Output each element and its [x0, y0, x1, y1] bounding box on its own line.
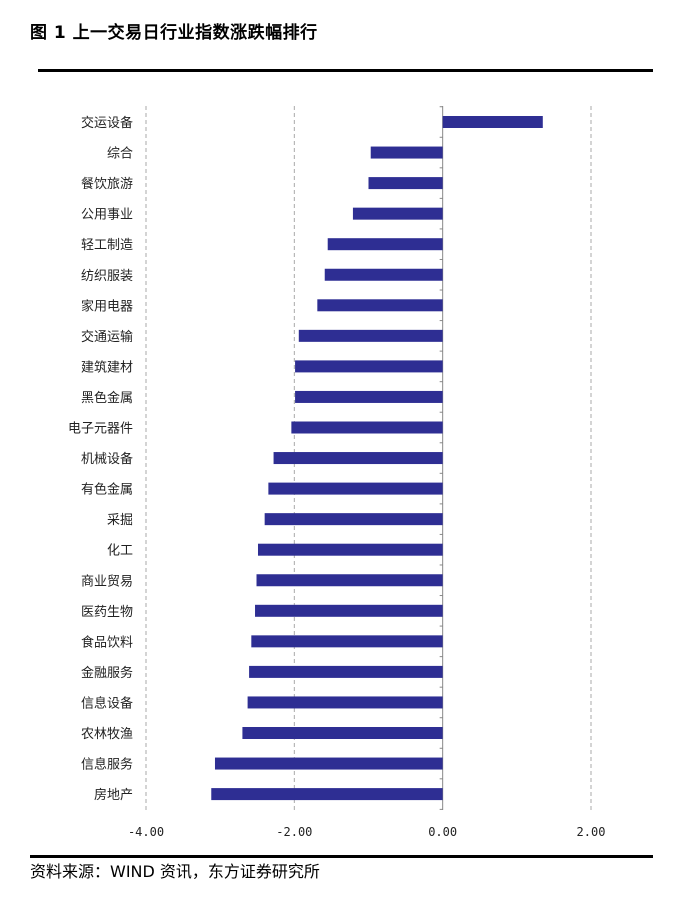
category-label: 建筑建材 — [81, 359, 133, 375]
bar — [247, 696, 443, 709]
category-label: 电子元器件 — [68, 422, 133, 437]
category-label: 家用电器 — [81, 298, 133, 314]
category-labels: 交运设备综合餐饮旅游公用事业轻工制造纺织服装家用电器交通运输建筑建材黑色金属电子… — [68, 115, 133, 803]
x-tick-label: 0.00 — [428, 825, 457, 839]
bar — [268, 482, 443, 495]
category-label: 化工 — [107, 544, 133, 559]
bar — [442, 116, 543, 128]
category-label: 信息设备 — [81, 695, 133, 711]
bar — [249, 665, 443, 678]
category-label: 黑色金属 — [81, 390, 133, 406]
category-label: 金融服务 — [81, 665, 133, 681]
category-label: 机械设备 — [81, 451, 133, 467]
category-label: 交运设备 — [81, 115, 133, 131]
bar — [324, 268, 443, 281]
category-label: 农林牧渔 — [81, 727, 133, 742]
bar — [368, 177, 443, 190]
bar — [257, 543, 443, 556]
bar — [242, 727, 443, 739]
bar — [251, 635, 443, 648]
category-label: 食品饮料 — [81, 634, 133, 650]
category-label: 餐饮旅游 — [81, 176, 133, 192]
category-label: 商业贸易 — [81, 574, 133, 589]
bar — [264, 513, 443, 526]
x-tick-label: -4.00 — [128, 825, 164, 839]
bars — [211, 116, 543, 801]
category-label: 交通运输 — [81, 329, 133, 345]
source-note: 资料来源：WIND 资讯，东方证券研究所 — [30, 862, 320, 881]
x-axis-ticks: -4.00 -2.00 0.00 2.00 — [128, 825, 606, 839]
category-label: 综合 — [107, 147, 133, 162]
bar — [291, 421, 443, 434]
category-label: 纺织服装 — [81, 269, 133, 284]
category-label: 轻工制造 — [81, 238, 133, 253]
bar — [298, 329, 443, 342]
bar — [214, 757, 443, 770]
category-label: 有色金属 — [81, 482, 133, 498]
category-label: 信息服务 — [81, 757, 133, 773]
bar — [317, 299, 443, 312]
bar — [327, 238, 443, 251]
bottom-rule — [30, 855, 653, 858]
category-label: 房地产 — [94, 787, 133, 803]
bar — [273, 452, 443, 465]
bar — [370, 146, 443, 159]
category-label: 采掘 — [107, 513, 133, 528]
x-tick-label: -2.00 — [276, 825, 312, 839]
bar — [256, 574, 443, 587]
bar — [211, 788, 443, 801]
category-label: 医药生物 — [81, 605, 133, 620]
bar — [352, 207, 443, 220]
x-tick-label: 2.00 — [577, 825, 606, 839]
bar — [255, 604, 443, 617]
bar — [295, 390, 443, 403]
bar — [295, 360, 443, 373]
category-label: 公用事业 — [81, 208, 133, 223]
top-rule — [38, 69, 653, 72]
figure-title: 图 1 上一交易日行业指数涨跌幅排行 — [30, 23, 318, 43]
